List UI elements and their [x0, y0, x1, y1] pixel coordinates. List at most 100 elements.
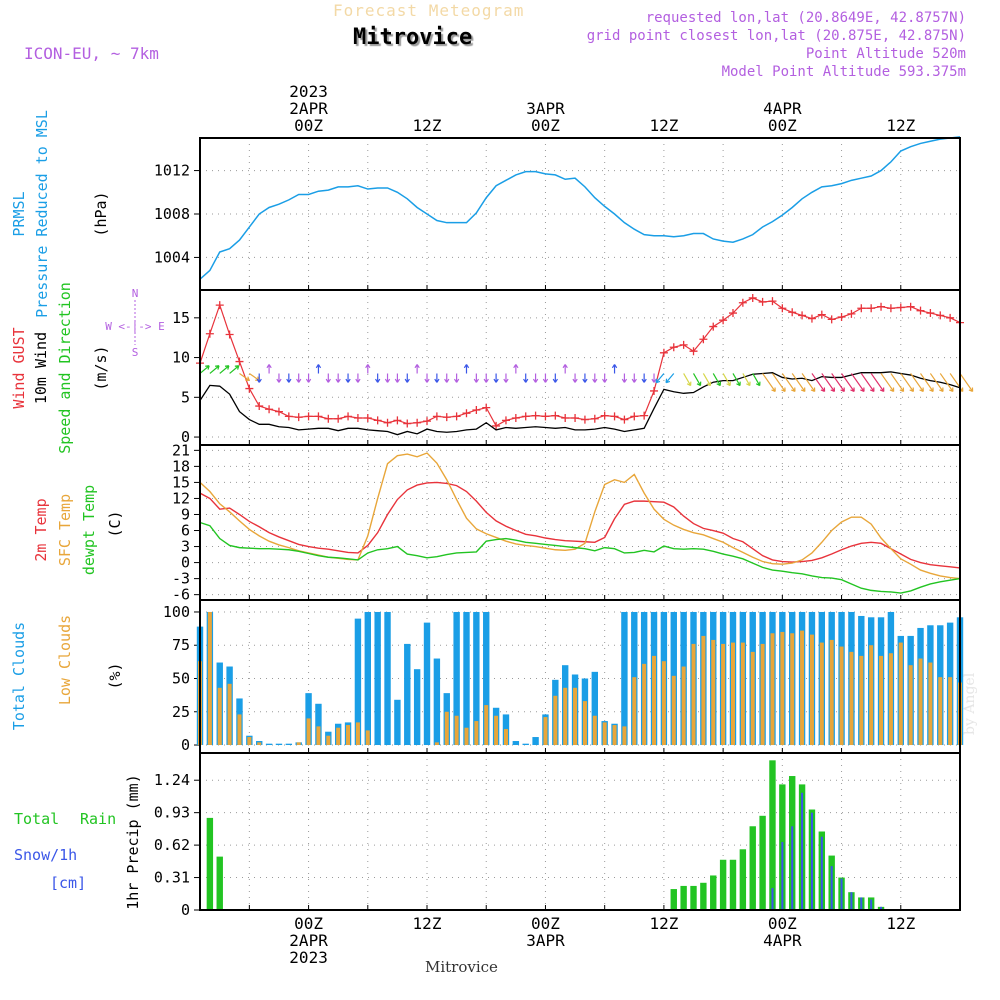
wind-direction-arrow — [841, 373, 855, 393]
wind-gust-point — [215, 301, 224, 310]
forecast-title: Forecast Meteogram — [333, 1, 525, 20]
wind-gust-point — [837, 313, 846, 322]
rain-bar — [749, 826, 756, 910]
low-cloud-bar — [879, 655, 884, 746]
low-cloud-bar — [809, 634, 814, 746]
low-cloud-bar — [750, 651, 755, 746]
total-clouds-label: Total Clouds — [10, 622, 28, 730]
wind-gust-point — [383, 418, 392, 427]
wind-gust-point — [423, 417, 432, 426]
total-cloud-bar — [463, 611, 470, 746]
total-cloud-bar — [621, 611, 628, 746]
wind-direction-arrow — [929, 373, 944, 393]
wind-direction-arrow — [404, 373, 410, 383]
time-label-bottom: 2023 — [289, 948, 328, 967]
time-label-top: 00Z — [531, 116, 560, 135]
panel-frame-wind — [199, 289, 961, 446]
grid-point-coords: grid point closest lon,lat (20.875E, 42.… — [586, 28, 966, 44]
low-cloud-bar — [652, 655, 657, 746]
wind-gust-point — [689, 347, 698, 356]
y-tick-label: 0.31 — [154, 869, 190, 887]
wind-direction-arrow — [791, 373, 806, 393]
wind-gust-point — [571, 413, 580, 422]
clouds-unit-label: (%) — [106, 662, 124, 689]
low-cloud-bar — [217, 687, 222, 746]
wind-direction-arrow — [582, 373, 588, 383]
panel-precipitation: 0 0.31 0.62 0.93 1.24 — [154, 753, 960, 919]
wind-direction-arrow — [463, 364, 470, 374]
total-cloud-bar — [354, 618, 362, 746]
low-cloud-bar — [503, 729, 508, 746]
low-cloud-bar — [563, 687, 568, 746]
panel-wind: 0 5 10 15 — [172, 290, 974, 446]
wind-direction-arrow — [655, 373, 665, 384]
wind-gust-point — [393, 416, 402, 425]
total-cloud-bar — [591, 671, 599, 746]
wind-direction-arrow — [523, 373, 529, 383]
total-cloud-bar — [315, 703, 322, 746]
wind-direction-arrow — [860, 373, 875, 393]
wind-direction-arrow — [831, 373, 845, 393]
low-cloud-bar — [227, 683, 232, 746]
wind-direction-arrow — [651, 373, 657, 383]
time-label-bottom: 2APR — [289, 931, 328, 950]
wind-direction-arrow — [239, 372, 250, 381]
total-cloud-bar — [453, 611, 460, 746]
time-label-bottom: 4APR — [763, 931, 802, 950]
wind-gust-point — [314, 412, 323, 421]
y-tick-label: 1004 — [154, 248, 190, 266]
snow-bar — [830, 866, 833, 910]
y-tick-label: 9 — [181, 505, 190, 523]
time-label-top: 00Z — [294, 116, 323, 135]
low-cloud-bar — [711, 639, 716, 746]
wind-gust-point — [413, 418, 422, 427]
low-cloud-bar — [888, 653, 893, 746]
wind-direction-arrow — [781, 373, 796, 393]
wind-direction-arrow — [920, 373, 934, 393]
wind-direction-arrow — [722, 373, 731, 387]
low-cloud-bar — [553, 695, 558, 746]
low-cloud-bar — [612, 725, 617, 746]
wind-gust-point — [521, 412, 530, 421]
low-cloud-bar — [829, 639, 834, 746]
y-tick-label: 0 — [181, 428, 190, 446]
time-label-bottom: 12Z — [886, 914, 915, 933]
wind-gust-point — [916, 306, 925, 315]
low-cloud-bar — [336, 727, 341, 746]
wind-gust-point — [590, 414, 599, 423]
time-label-bottom: 00Z — [294, 914, 323, 933]
wind-gust-point — [630, 412, 639, 421]
wind-direction-arrow — [702, 373, 712, 387]
snow-bar — [820, 836, 823, 910]
wind-direction-arrow — [434, 373, 440, 383]
y-tick-label: 10 — [172, 349, 190, 367]
low-cloud-bar — [790, 633, 795, 746]
low-cloud-bar — [622, 726, 627, 746]
wind-direction-arrow — [493, 373, 499, 383]
y-tick-label: 5 — [181, 388, 190, 406]
wind-direction-arrow — [683, 373, 692, 387]
snow-bar — [781, 841, 784, 910]
wind-direction-arrow — [850, 373, 865, 393]
wind-gust-point — [936, 311, 945, 320]
wind-direction-arrow — [276, 373, 282, 383]
low-cloud-bar — [592, 715, 597, 746]
y-tick-label: 0 — [181, 554, 190, 572]
wind-direction-arrow — [732, 373, 741, 387]
low-cloud-bar — [800, 630, 805, 746]
wind-gust-point — [482, 403, 491, 412]
wind-direction-arrow — [345, 373, 351, 383]
wind-gust-point — [768, 297, 777, 306]
wind-gust-point — [442, 413, 451, 422]
temp-sfc-line — [199, 452, 961, 580]
y-tick-label: 0 — [181, 901, 190, 919]
low-cloud-bar — [632, 677, 637, 746]
wind-gust-line — [199, 297, 961, 427]
wind-direction-arrow — [641, 373, 647, 383]
wind-gust-point — [363, 413, 372, 422]
rain-bar — [670, 889, 677, 910]
low-cloud-bar — [760, 643, 765, 746]
time-label-top: 4APR — [763, 99, 802, 118]
y-tick-label: 1012 — [154, 162, 190, 180]
time-label-bottom: 12Z — [649, 914, 678, 933]
